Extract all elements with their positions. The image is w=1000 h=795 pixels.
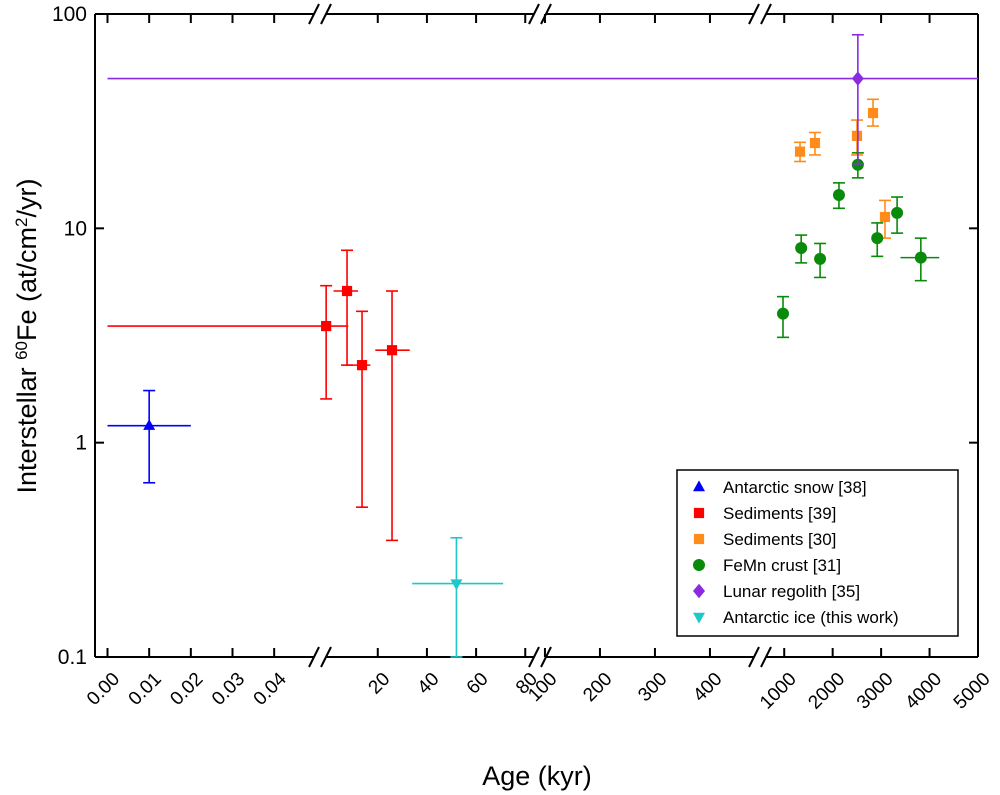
x-tick-label: 200 [579, 669, 616, 706]
x-tick-label: 20 [365, 669, 395, 699]
axis-break [528, 646, 540, 668]
legend-label: FeMn crust [31] [723, 556, 841, 575]
marker [693, 533, 705, 545]
marker [867, 107, 879, 119]
x-tick-label: 0.03 [208, 669, 249, 710]
legend-label: Sediments [30] [723, 530, 836, 549]
y-tick-label: 10 [64, 217, 87, 240]
y-axis-title-part: /yr) [12, 179, 42, 218]
marker [879, 211, 891, 223]
x-axis-title: Age (kyr) [482, 761, 592, 791]
axis-break [748, 3, 760, 25]
y-axis-title-part: 60 [12, 341, 31, 360]
x-tick-label: 400 [689, 669, 726, 706]
x-tick-label: 300 [634, 669, 671, 706]
marker [693, 612, 705, 624]
x-tick-label: 0.04 [250, 668, 291, 709]
marker [795, 241, 808, 254]
y-tick-label: 0.1 [58, 646, 87, 669]
axis-break [528, 3, 540, 25]
marker [794, 146, 806, 157]
legend-label: Lunar regolith [35] [723, 582, 860, 601]
x-tick-label: 4000 [901, 669, 946, 714]
x-tick-label: 40 [414, 669, 444, 699]
marker [386, 345, 398, 356]
marker [693, 480, 705, 492]
marker [814, 252, 827, 265]
plot-area [107, 33, 978, 658]
x-tick-label: 0.02 [166, 669, 207, 710]
marker [851, 130, 863, 141]
legend-label: Antarctic snow [38] [723, 478, 867, 497]
marker [143, 419, 156, 430]
marker [851, 158, 864, 171]
legend-box [676, 469, 959, 637]
axis-break [308, 3, 320, 25]
axis-break [308, 646, 320, 668]
legend: Antarctic snow [38] Sediments [39] Sedimen… [676, 469, 959, 637]
x-tick-label: 2000 [805, 669, 850, 714]
x-tick-label: 60 [463, 669, 493, 699]
marker [914, 251, 927, 264]
marker [341, 285, 353, 297]
y-axis-title-part: Fe (at/cm [12, 227, 42, 341]
marker [891, 206, 904, 219]
marker [450, 579, 463, 591]
y-axis-title-part: Interstellar [12, 360, 42, 494]
x-tick-label: 1000 [756, 669, 801, 714]
y-axis-title-part: 2 [12, 218, 31, 227]
marker [693, 583, 705, 599]
x-tick-label: 0.01 [125, 669, 166, 710]
marker [809, 137, 821, 149]
x-tick-label: 5000 [950, 669, 995, 714]
y-tick-label: 100 [52, 3, 87, 26]
marker [871, 232, 884, 245]
y-axis-title: Interstellar 60Fe (at/cm2/yr) [12, 179, 43, 494]
marker [693, 507, 705, 519]
x-tick-label: 0.00 [83, 669, 124, 710]
marker [832, 189, 845, 202]
marker [851, 71, 864, 86]
y-tick-label: 1 [75, 432, 87, 455]
x-tick-label: 3000 [853, 669, 898, 714]
marker [356, 360, 368, 371]
marker [777, 307, 790, 320]
legend-label: Antarctic ice (this work) [723, 608, 899, 627]
marker [693, 559, 705, 571]
legend-label: Sediments [39] [723, 504, 836, 523]
marker [321, 320, 332, 332]
axis-break [748, 646, 760, 668]
